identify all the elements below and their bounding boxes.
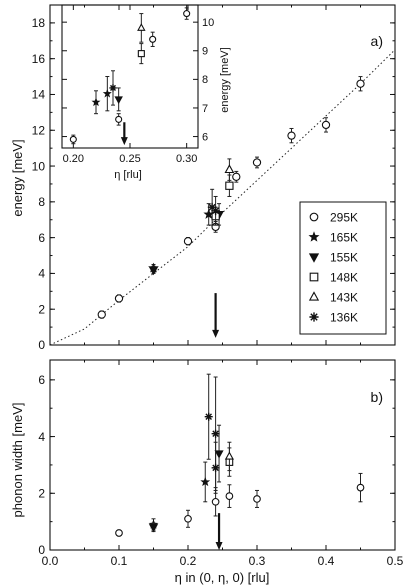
marker-star [200, 476, 211, 487]
marker-star [308, 231, 320, 242]
marker-circle [232, 172, 241, 181]
marker-circle [184, 514, 192, 523]
y-axis-label: phonon width [meV] [10, 403, 25, 518]
y-tick-label: 4 [38, 267, 45, 281]
y-tick-label: 10 [32, 159, 46, 173]
legend-label: 136K [330, 311, 358, 325]
marker-triangle-up [137, 23, 146, 31]
marker-circle [287, 131, 296, 140]
marker-circle [252, 158, 262, 167]
plot-frame [49, 359, 396, 551]
plot-frame [61, 4, 199, 149]
y-tick-label: 6 [38, 231, 45, 245]
marker-triangle-down [308, 253, 320, 263]
x-tick-label: 0.20 [63, 153, 84, 165]
marker-circle [356, 79, 365, 88]
marker-triangle-up [224, 451, 234, 460]
y-tick-label: 6 [38, 373, 45, 387]
marker-asterisk [207, 202, 217, 212]
x-tick-label: 0.3 [249, 554, 266, 568]
y-axis-label: energy [meV] [219, 47, 231, 112]
marker-asterisk [309, 312, 319, 322]
arrow-head [215, 542, 223, 550]
x-tick-label: 0.4 [318, 554, 335, 568]
legend-label: 295K [330, 211, 358, 225]
marker-star [102, 88, 112, 98]
marker-triangle-down [214, 450, 224, 459]
y-tick-label: 18 [32, 16, 46, 30]
x-tick-label: 0.30 [176, 153, 197, 165]
x-axis-label: η [rlu] [114, 169, 142, 181]
panel-label: a) [371, 33, 383, 49]
y-tick-label: 2 [38, 486, 45, 500]
y-tick-label: 8 [202, 74, 208, 86]
x-tick-label: 0.2 [180, 554, 197, 568]
legend: 295K 165K 155K 148K 143K 136K [299, 201, 387, 335]
marker-circle [97, 310, 106, 319]
marker-circle [115, 115, 123, 123]
marker-circle [183, 10, 191, 18]
marker-asterisk [211, 429, 220, 438]
marker-asterisk [211, 206, 220, 216]
marker-asterisk [109, 84, 117, 92]
y-tick-label: 0 [38, 543, 45, 557]
legend-label: 155K [330, 251, 358, 265]
y-axis-label: energy [meV] [10, 139, 25, 216]
marker-square [225, 181, 234, 190]
marker-circle [321, 120, 331, 130]
panel-a: 0 2 4 6 8 10 12 14 16 18 energy [meV] a) [10, 4, 396, 352]
y-tick-label: 6 [202, 131, 208, 143]
marker-triangle-down [148, 524, 159, 533]
marker-circle [115, 529, 123, 537]
marker-triangle-up [308, 291, 320, 301]
marker-circle [149, 35, 157, 43]
y-tick-label: 4 [38, 430, 45, 444]
panel-label: b) [371, 389, 383, 405]
marker-circle [183, 237, 193, 246]
arrow-head [212, 329, 220, 338]
y-tick-label: 10 [202, 17, 214, 29]
marker-asterisk [204, 412, 213, 421]
marker-star [91, 97, 101, 107]
x-tick-label: 0.5 [387, 554, 404, 568]
marker-square [137, 50, 145, 58]
y-tick-label: 8 [38, 195, 45, 209]
y-tick-label: 7 [202, 103, 208, 115]
marker-asterisk [211, 463, 220, 472]
legend-label: 148K [330, 271, 358, 285]
marker-square [309, 272, 319, 282]
marker-triangle-down [148, 266, 159, 276]
marker-circle [69, 135, 77, 143]
legend-box [299, 201, 387, 335]
x-tick-label: 0.25 [119, 153, 140, 165]
marker-circle [114, 294, 124, 303]
y-tick-label: 16 [32, 52, 46, 66]
marker-circle [225, 492, 234, 500]
y-tick-label: 14 [32, 88, 46, 102]
y-tick-label: 12 [32, 123, 46, 137]
legend-label: 143K [330, 291, 358, 305]
x-axis-label: η in (0, η, 0) [rlu] [175, 570, 270, 585]
marker-circle [309, 212, 319, 222]
dotted-fit-curve [49, 49, 396, 346]
y-tick-label: 2 [38, 302, 45, 316]
legend-label: 165K [330, 231, 358, 245]
marker-triangle-down [114, 96, 123, 105]
x-tick-label: 0.0 [42, 554, 59, 568]
arrow-head [120, 137, 128, 146]
marker-circle [211, 497, 220, 506]
inset-panel: 0.20 0.25 0.30 6 7 8 9 10 energy [meV] η [rlu] [61, 4, 231, 181]
panel-b: 0.0 0.1 0.2 0.3 0.4 0.5 0 2 4 6 phonon width [meV]… [10, 359, 404, 585]
x-tick-label: 0.1 [111, 554, 128, 568]
marker-circle [253, 495, 261, 503]
marker-triangle-up [224, 164, 235, 174]
y-tick-label: 0 [38, 338, 45, 352]
y-tick-label: 9 [202, 46, 208, 58]
marker-circle [356, 483, 365, 492]
